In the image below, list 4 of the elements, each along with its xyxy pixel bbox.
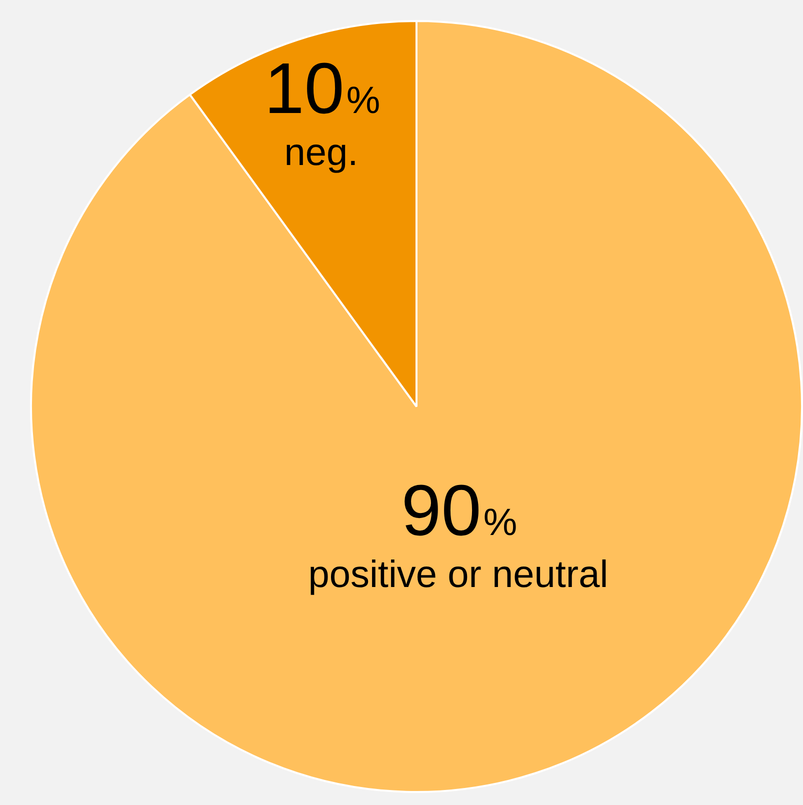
data-label: 10% [264,49,380,130]
slice-label: positive or neutral [308,554,608,596]
slice-label: neg. [284,132,358,174]
data-label: 90% [401,470,518,551]
